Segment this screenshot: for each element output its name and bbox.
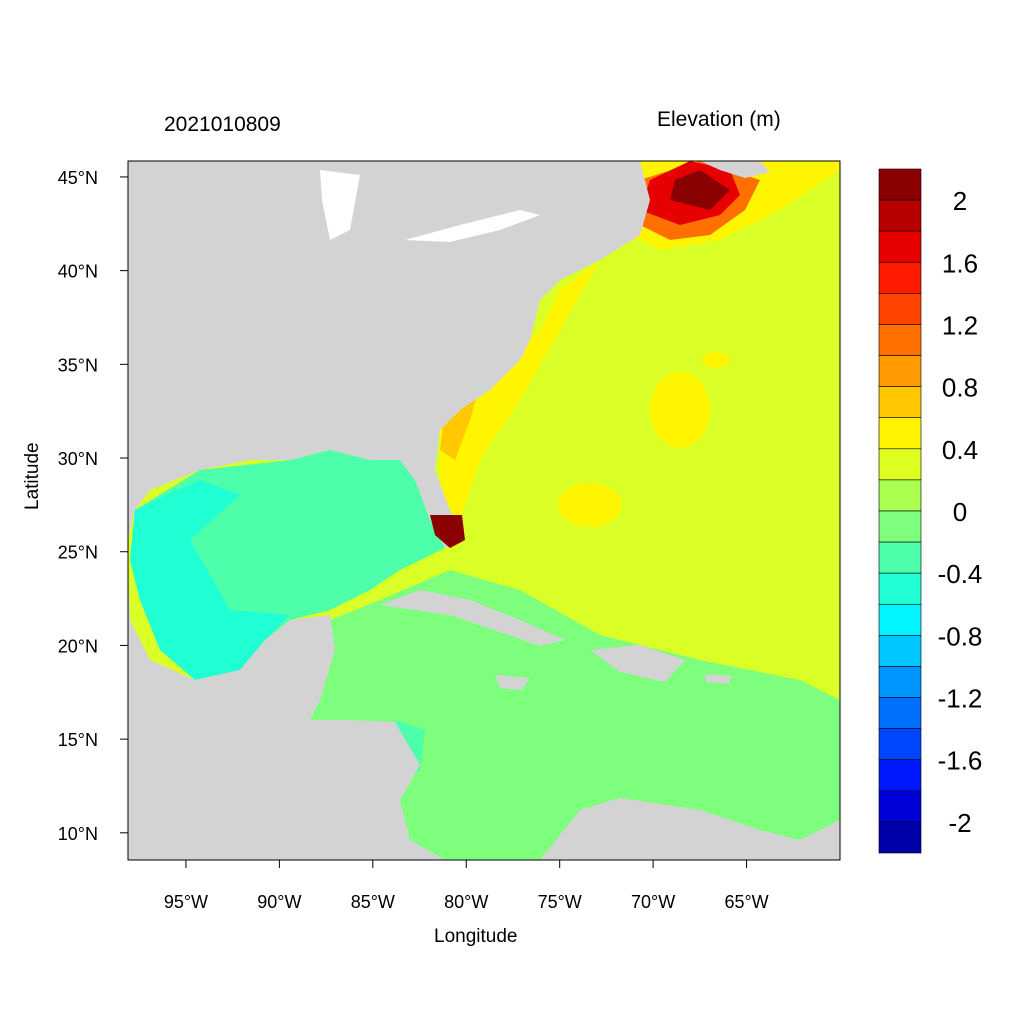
colorbar-swatch (878, 199, 922, 232)
colorbar-swatch (878, 666, 922, 698)
coastal-band (440, 385, 480, 460)
y-tick-label: 45°N (58, 168, 98, 188)
y-tick-label: 15°N (58, 730, 98, 750)
y-tick-label: 35°N (58, 355, 98, 375)
south-america-land (540, 798, 840, 860)
colorbar-swatch (878, 603, 922, 636)
colorbar-swatch (878, 697, 922, 729)
y-tick-label: 25°N (58, 543, 98, 563)
colorbar-swatch (878, 168, 922, 201)
colorbar-label: 2 (953, 186, 967, 216)
colorbar-swatch (878, 759, 922, 792)
colorbar-swatch (878, 510, 922, 543)
map-field (128, 161, 840, 860)
colorbar-swatch (878, 386, 922, 419)
y-tick-label: 10°N (58, 824, 98, 844)
x-tick-label: 90°W (257, 892, 301, 912)
colorbar-label: 0 (953, 497, 967, 527)
lake-michigan (320, 170, 360, 240)
jamaica-land (495, 675, 530, 690)
gulf-west-field (130, 480, 290, 680)
y-tick-label: 40°N (58, 262, 98, 282)
y-tick-label: 20°N (58, 636, 98, 656)
plot-title-date: 2021010809 (164, 113, 281, 136)
colorbar-swatch (878, 448, 922, 481)
florida-surge (430, 515, 465, 548)
y-axis: 45°N 40°N 35°N 30°N 25°N 20°N 15°N 10°N (58, 168, 128, 844)
north-america-land (128, 161, 650, 548)
colorbar-swatch (878, 821, 922, 854)
colorbar-swatch (878, 324, 922, 356)
colorbar-swatch (878, 572, 922, 605)
x-tick-label: 70°W (631, 892, 675, 912)
colorbar-swatch (878, 230, 922, 263)
colorbar: 2 1.6 1.2 0.8 0.4 0 -0.4 -0.8 -1.2 -1.6 -2 (878, 168, 983, 854)
colorbar-label: 0.8 (942, 373, 978, 403)
colorbar-swatch (878, 479, 922, 512)
high-anomaly-blob (650, 372, 710, 448)
colorbar-swatch (878, 790, 922, 823)
ne-surge-max (670, 170, 730, 210)
colorbar-title: Elevation (m) (657, 108, 781, 131)
lake-erie-ontario (405, 210, 540, 242)
x-axis: 95°W 90°W 85°W 80°W 75°W 70°W 65°W (164, 860, 769, 912)
high-anomaly-blob (702, 352, 730, 368)
colorbar-label: 1.2 (942, 310, 978, 340)
x-axis-label: Longitude (434, 926, 518, 947)
x-tick-label: 65°W (724, 892, 768, 912)
x-tick-label: 75°W (538, 892, 582, 912)
central-america-land (128, 560, 445, 860)
colorbar-label: -1.6 (938, 746, 983, 776)
colorbar-swatch (878, 417, 922, 450)
colorbar-swatch (878, 635, 922, 667)
high-anomaly-blob (558, 483, 622, 527)
x-tick-label: 95°W (164, 892, 208, 912)
colorbar-label: 0.4 (942, 435, 978, 465)
colorbar-label: -1.2 (938, 684, 983, 714)
nova-scotia-land (700, 161, 770, 178)
colorbar-label: -2 (948, 808, 971, 838)
colorbar-swatch (878, 293, 922, 325)
plot-frame (127, 160, 841, 861)
y-tick-label: 30°N (58, 449, 98, 469)
puerto-rico-land (705, 674, 732, 684)
hispaniola-land (590, 645, 685, 682)
colorbar-swatch (878, 728, 922, 761)
colorbar-swatch (878, 541, 922, 574)
x-tick-label: 80°W (444, 892, 488, 912)
cuba-land (380, 590, 565, 646)
colorbar-label: -0.8 (938, 621, 983, 651)
colorbar-swatch (878, 261, 922, 294)
coastal-band (440, 260, 600, 520)
colorbar-label: 1.6 (942, 248, 978, 278)
colorbar-swatch (878, 355, 922, 387)
colorbar-label: -0.4 (938, 559, 983, 589)
x-tick-label: 85°W (351, 892, 395, 912)
